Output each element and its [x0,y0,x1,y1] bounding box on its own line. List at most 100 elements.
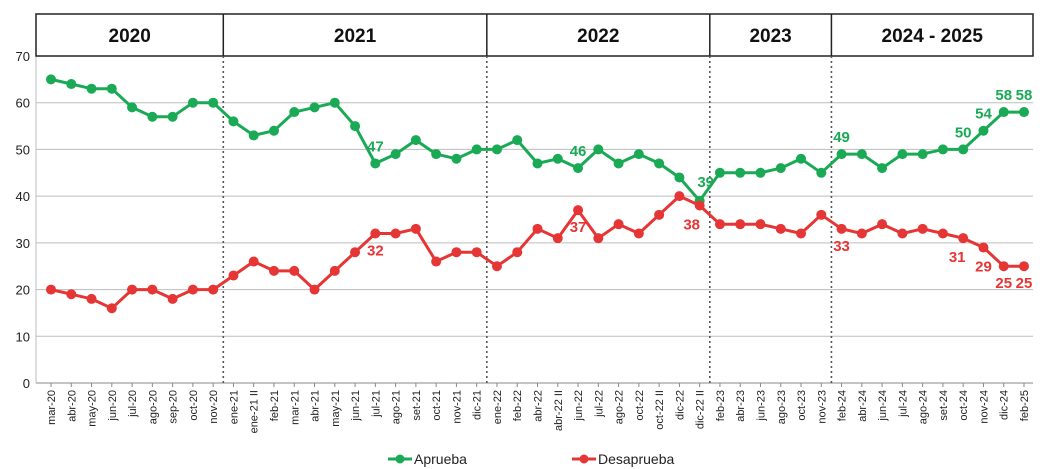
data-point [714,167,725,178]
x-tick-label: ene-21 [228,390,240,424]
x-tick-label: mar-21 [289,390,301,425]
x-tick-label: may-20 [87,390,99,427]
data-label: 46 [570,143,587,160]
x-tick-label: oct-21 [431,390,443,421]
series-layer [46,74,1029,314]
data-point [958,144,969,155]
x-tick-label: ene-21 II [249,390,261,433]
data-point [937,228,948,239]
data-point [796,228,807,239]
x-tick-label: jul-24 [897,390,909,418]
x-tick-label: dic-21 [472,390,484,420]
x-tick-label: abr-23 [735,390,747,422]
data-label: 37 [570,219,587,236]
data-label: 38 [683,216,700,233]
y-tick-label: 0 [23,376,30,391]
x-tick-label: ago-20 [147,390,159,424]
data-point [127,102,138,113]
data-label: 47 [367,138,384,155]
x-tick-label: abr-24 [857,390,869,422]
x-tick-label: oct-23 [796,390,808,421]
x-tick-label: dic-22 II [695,390,707,429]
data-label: 31 [949,249,966,266]
data-point [208,284,219,295]
data-point [937,144,948,155]
data-point [1019,261,1029,272]
data-point [796,153,807,164]
data-point [512,247,523,258]
data-point [370,228,381,239]
data-point [106,303,117,314]
data-label: 32 [367,243,384,260]
data-point [552,233,563,244]
data-point [268,265,279,276]
x-tick-label: nov-20 [208,390,220,424]
data-point [897,228,908,239]
legend-entry: Desaprueba [598,451,674,467]
period-label: 2021 [334,26,377,47]
data-point [998,107,1009,118]
data-point [633,228,644,239]
data-point [1019,107,1029,118]
legend-swatch-marker [395,454,405,464]
legend: Aprueba Desaprueba [388,451,674,467]
x-tick-label: feb-21 [269,390,281,421]
data-point [451,247,462,258]
x-tick-label: jun-21 [350,390,362,422]
data-point [613,158,624,169]
data-point [735,219,746,230]
period-label: 2023 [749,26,791,47]
data-point [917,223,928,234]
data-point [856,228,867,239]
data-label: 50 [955,124,972,141]
data-point [836,223,847,234]
data-label: 58 [995,87,1012,104]
y-tick-label: 30 [16,236,30,251]
data-point [431,149,442,160]
data-label: 25 [1016,275,1033,292]
data-point [268,125,279,136]
x-tick-label: nov-23 [816,390,828,424]
data-point [735,167,746,178]
x-tick-label: jun-24 [877,390,889,422]
data-point [674,172,685,183]
y-axis: 0 10 20 30 40 50 60 70 [16,49,30,391]
data-point [471,247,482,258]
data-point [552,153,563,164]
x-axis: mar-20 abr-20 may-20 jun-20 jul-20 ago-20 sep-… [46,383,1031,433]
data-point [471,144,482,155]
data-point [613,219,624,230]
data-point [674,191,685,202]
x-tick-label: nov-24 [978,390,990,424]
series-line [50,77,1024,203]
x-tick-label: oct-20 [188,390,200,421]
data-point [532,223,543,234]
data-point [228,270,239,281]
data-point [654,209,665,220]
data-point [512,135,523,146]
data-point [978,242,989,253]
data-point [248,256,259,267]
data-point [593,144,604,155]
data-point [877,163,888,174]
x-tick-label: feb-25 [1019,390,1031,421]
data-point [775,223,786,234]
data-point [46,74,56,85]
data-point [66,289,77,300]
x-tick-label: may-21 [330,390,342,427]
data-point [998,261,1009,272]
legend-entry: Aprueba [414,451,467,467]
y-tick-label: 50 [16,142,30,157]
data-point [370,158,381,169]
data-point [86,83,97,94]
x-tick-label: ago-23 [776,390,788,424]
data-point [390,149,401,160]
x-tick-label: oct-22 [634,390,646,421]
x-tick-label: jul-22 [593,390,605,418]
data-point [755,167,766,178]
data-label: 33 [833,238,850,255]
x-tick-label: abr-20 [66,390,78,422]
data-label: 49 [833,129,850,146]
y-tick-label: 20 [16,283,30,298]
x-tick-label: oct-22 II [654,390,666,430]
